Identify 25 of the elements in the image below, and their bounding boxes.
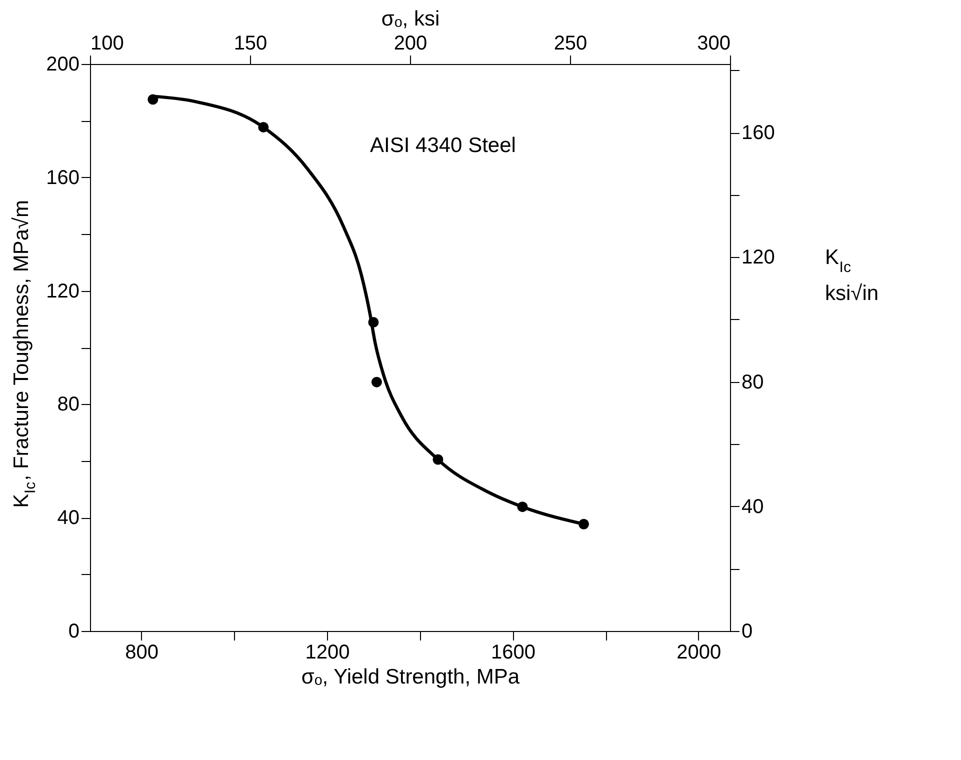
x2-axis-title: σₒ, ksi: [381, 8, 440, 30]
y2-tick-label: 120: [742, 246, 775, 269]
y-tick-label: 120: [46, 280, 80, 302]
x2-tick-label: 200: [394, 32, 428, 54]
x-axis-title: σₒ, Yield Strength, MPa: [301, 666, 520, 688]
y-tick-label: 40: [57, 507, 80, 530]
x2-tick-label: 250: [554, 32, 588, 54]
x-tick-label: 1200: [305, 642, 350, 664]
y2-tick-label: 0: [742, 620, 753, 642]
x-tick-label: 1600: [490, 642, 536, 664]
x-tick-label: 2000: [676, 642, 722, 664]
x-tick-label: 800: [125, 642, 158, 664]
point: [371, 376, 382, 388]
y2-tick-label: 80: [742, 371, 764, 394]
y-axis-title: KIc, Fracture Toughness, MPa√m: [10, 200, 39, 508]
y2-tick-label: 40: [742, 496, 764, 518]
x2-tick-label: 300: [697, 32, 730, 54]
y-tick-label: 160: [46, 166, 80, 189]
y-tick-label: 0: [68, 620, 80, 642]
y2-tick-label: 160: [742, 122, 775, 144]
x2-tick-label: 150: [234, 32, 268, 54]
x2-tick-label: 100: [90, 32, 124, 54]
annotation: AISI 4340 Steel: [370, 134, 516, 157]
y-tick-label: 200: [46, 54, 80, 76]
y-tick-label: 80: [57, 394, 80, 416]
